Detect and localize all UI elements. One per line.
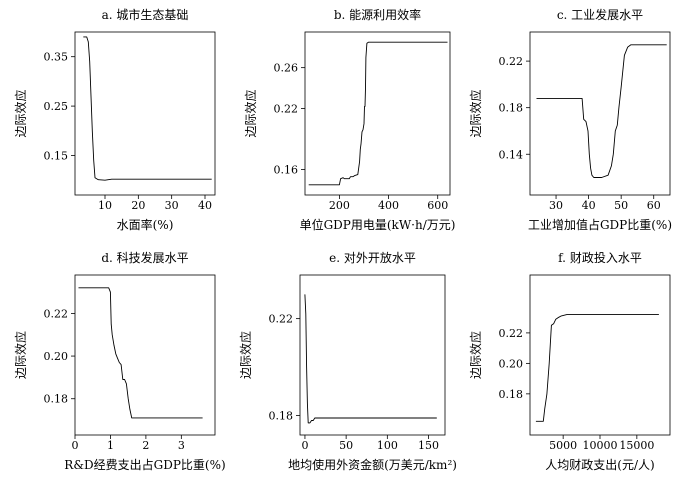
- y-tick-label: 0.35: [44, 51, 69, 64]
- x-tick-label: 10000: [583, 439, 618, 452]
- x-tick-label: 40: [582, 199, 596, 212]
- subplot-b: b. 能源利用效率 200 400 600 0.16 0.22 0.26 单位GDP用电量(k…: [243, 7, 455, 232]
- y-tick-label: 0.20: [44, 350, 69, 363]
- plot-frame: [299, 274, 446, 436]
- subplot-f: f. 财政投入水平 5000 10000 15000 0.18 0.20 0.22 人均财政支…: [468, 250, 671, 472]
- y-tick-label: 0.22: [499, 327, 524, 340]
- x-axis-label: 地均使用外资金额(万美元/km²): [288, 457, 457, 472]
- panel-title: b. 能源利用效率: [334, 7, 421, 22]
- y-tick-label: 0.22: [499, 55, 524, 68]
- subplot-d: d. 科技发展水平 0 1 2 3 0.18 0.20 0.22 R&D经费支出占GDP比重(%…: [13, 250, 226, 472]
- y-tick-label: 0.18: [44, 393, 69, 406]
- subplot-e: e. 对外开放水平 0 50 100 150 0.18 0.22 地均使用外资金额(万美元/k…: [238, 250, 457, 472]
- x-tick-label: 0: [301, 439, 308, 452]
- x-axis-label: 水面率(%): [117, 217, 174, 232]
- panel-title: a. 城市生态基础: [102, 7, 189, 22]
- y-axis-label: 边际效应: [468, 89, 483, 137]
- x-axis-label: 工业增加值占GDP比重(%): [528, 217, 672, 232]
- x-tick-label: 15000: [619, 439, 654, 452]
- x-tick-label: 50: [339, 439, 353, 452]
- y-axis-label: 边际效应: [238, 331, 253, 379]
- y-axis-label: 边际效应: [13, 89, 28, 137]
- x-tick-label: 50: [614, 199, 628, 212]
- y-tick-label: 0.26: [274, 62, 299, 75]
- y-axis-label: 边际效应: [243, 89, 258, 137]
- y-tick-label: 0.22: [269, 313, 294, 326]
- plot-frame: [529, 31, 671, 196]
- series-line: [536, 44, 667, 178]
- plot-frame: [74, 274, 216, 436]
- plot-frame: [74, 31, 216, 196]
- x-tick-label: 600: [427, 199, 448, 212]
- y-axis-label: 边际效应: [468, 331, 483, 379]
- x-tick-label: 3: [178, 439, 185, 452]
- x-axis-label: 单位GDP用电量(kW·h/万元): [300, 217, 456, 232]
- y-tick-label: 0.18: [499, 102, 524, 115]
- x-tick-label: 150: [418, 439, 439, 452]
- y-tick-label: 0.14: [499, 148, 524, 161]
- panel-title: f. 财政投入水平: [558, 250, 642, 265]
- x-tick-label: 200: [329, 199, 350, 212]
- panel-title: d. 科技发展水平: [101, 250, 188, 265]
- subplot-a: a. 城市生态基础 10 20 30 40 0.15 0.25 0.35 水面率(%) 边际效应: [13, 7, 216, 232]
- x-tick-label: 0: [72, 439, 79, 452]
- series-line: [308, 41, 448, 186]
- subplot-c: c. 工业发展水平 30 40 50 60 0.14 0.18 0.22 工业增加值占GDP比重…: [468, 7, 672, 232]
- series-line: [78, 287, 203, 419]
- x-tick-label: 20: [131, 199, 145, 212]
- series-line: [304, 294, 437, 424]
- y-tick-label: 0.22: [44, 307, 69, 320]
- plot-frame: [304, 31, 451, 196]
- series-line: [535, 314, 659, 422]
- y-axis-label: 边际效应: [13, 331, 28, 379]
- panel-title: e. 对外开放水平: [329, 250, 416, 265]
- plot-frame: [529, 274, 671, 436]
- panel-title: c. 工业发展水平: [557, 7, 643, 22]
- x-tick-label: 40: [198, 199, 212, 212]
- y-tick-label: 0.15: [44, 149, 69, 162]
- x-tick-label: 10: [98, 199, 112, 212]
- y-tick-label: 0.22: [274, 102, 299, 115]
- x-tick-label: 60: [647, 199, 661, 212]
- y-tick-label: 0.16: [274, 164, 299, 177]
- x-tick-label: 100: [377, 439, 398, 452]
- x-tick-label: 30: [549, 199, 563, 212]
- x-axis-label: R&D经费支出占GDP比重(%): [64, 457, 225, 472]
- y-tick-label: 0.25: [44, 100, 69, 113]
- x-tick-label: 2: [142, 439, 149, 452]
- x-tick-label: 5000: [549, 439, 577, 452]
- x-tick-label: 400: [378, 199, 399, 212]
- x-axis-label: 人均财政支出(元/人): [545, 458, 654, 472]
- series-line: [83, 36, 212, 181]
- x-tick-label: 30: [165, 199, 179, 212]
- y-tick-label: 0.20: [499, 357, 524, 370]
- x-tick-label: 1: [107, 439, 114, 452]
- y-tick-label: 0.18: [499, 388, 524, 401]
- y-tick-label: 0.18: [269, 410, 294, 423]
